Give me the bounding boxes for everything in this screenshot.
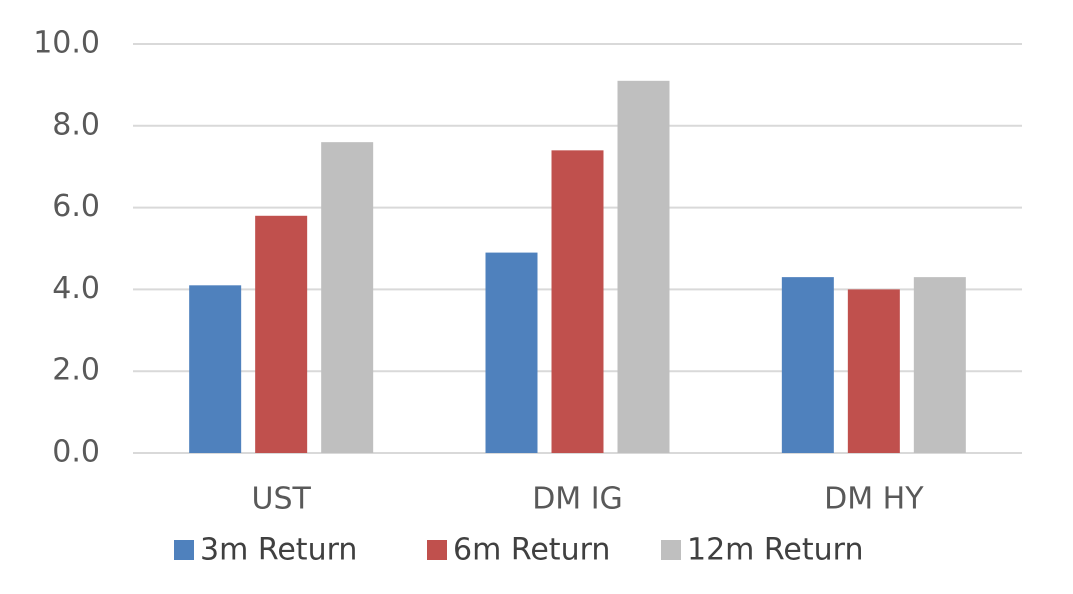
x-tick-label: DM HY (824, 482, 924, 517)
bar (255, 215, 308, 453)
bar (913, 277, 966, 453)
legend-label: 6m Return (453, 533, 610, 568)
bar (551, 150, 604, 453)
bar (321, 142, 374, 453)
legend-label: 3m Return (200, 533, 357, 568)
legend-swatch (174, 540, 194, 560)
legend-swatch (427, 540, 447, 560)
x-tick-label: UST (252, 482, 312, 517)
bar (617, 80, 670, 453)
y-tick-label: 6.0 (52, 189, 100, 224)
bar (847, 289, 900, 453)
legend-swatch (661, 540, 681, 560)
y-tick-label: 2.0 (52, 353, 100, 388)
y-tick-label: 0.0 (52, 435, 100, 470)
y-tick-label: 10.0 (33, 26, 100, 61)
legend-label: 12m Return (687, 533, 863, 568)
bar (485, 252, 538, 453)
x-tick-label: DM IG (532, 482, 623, 517)
y-tick-label: 8.0 (52, 107, 100, 142)
y-tick-label: 4.0 (52, 271, 100, 306)
bar (781, 277, 834, 453)
bar (189, 285, 242, 453)
